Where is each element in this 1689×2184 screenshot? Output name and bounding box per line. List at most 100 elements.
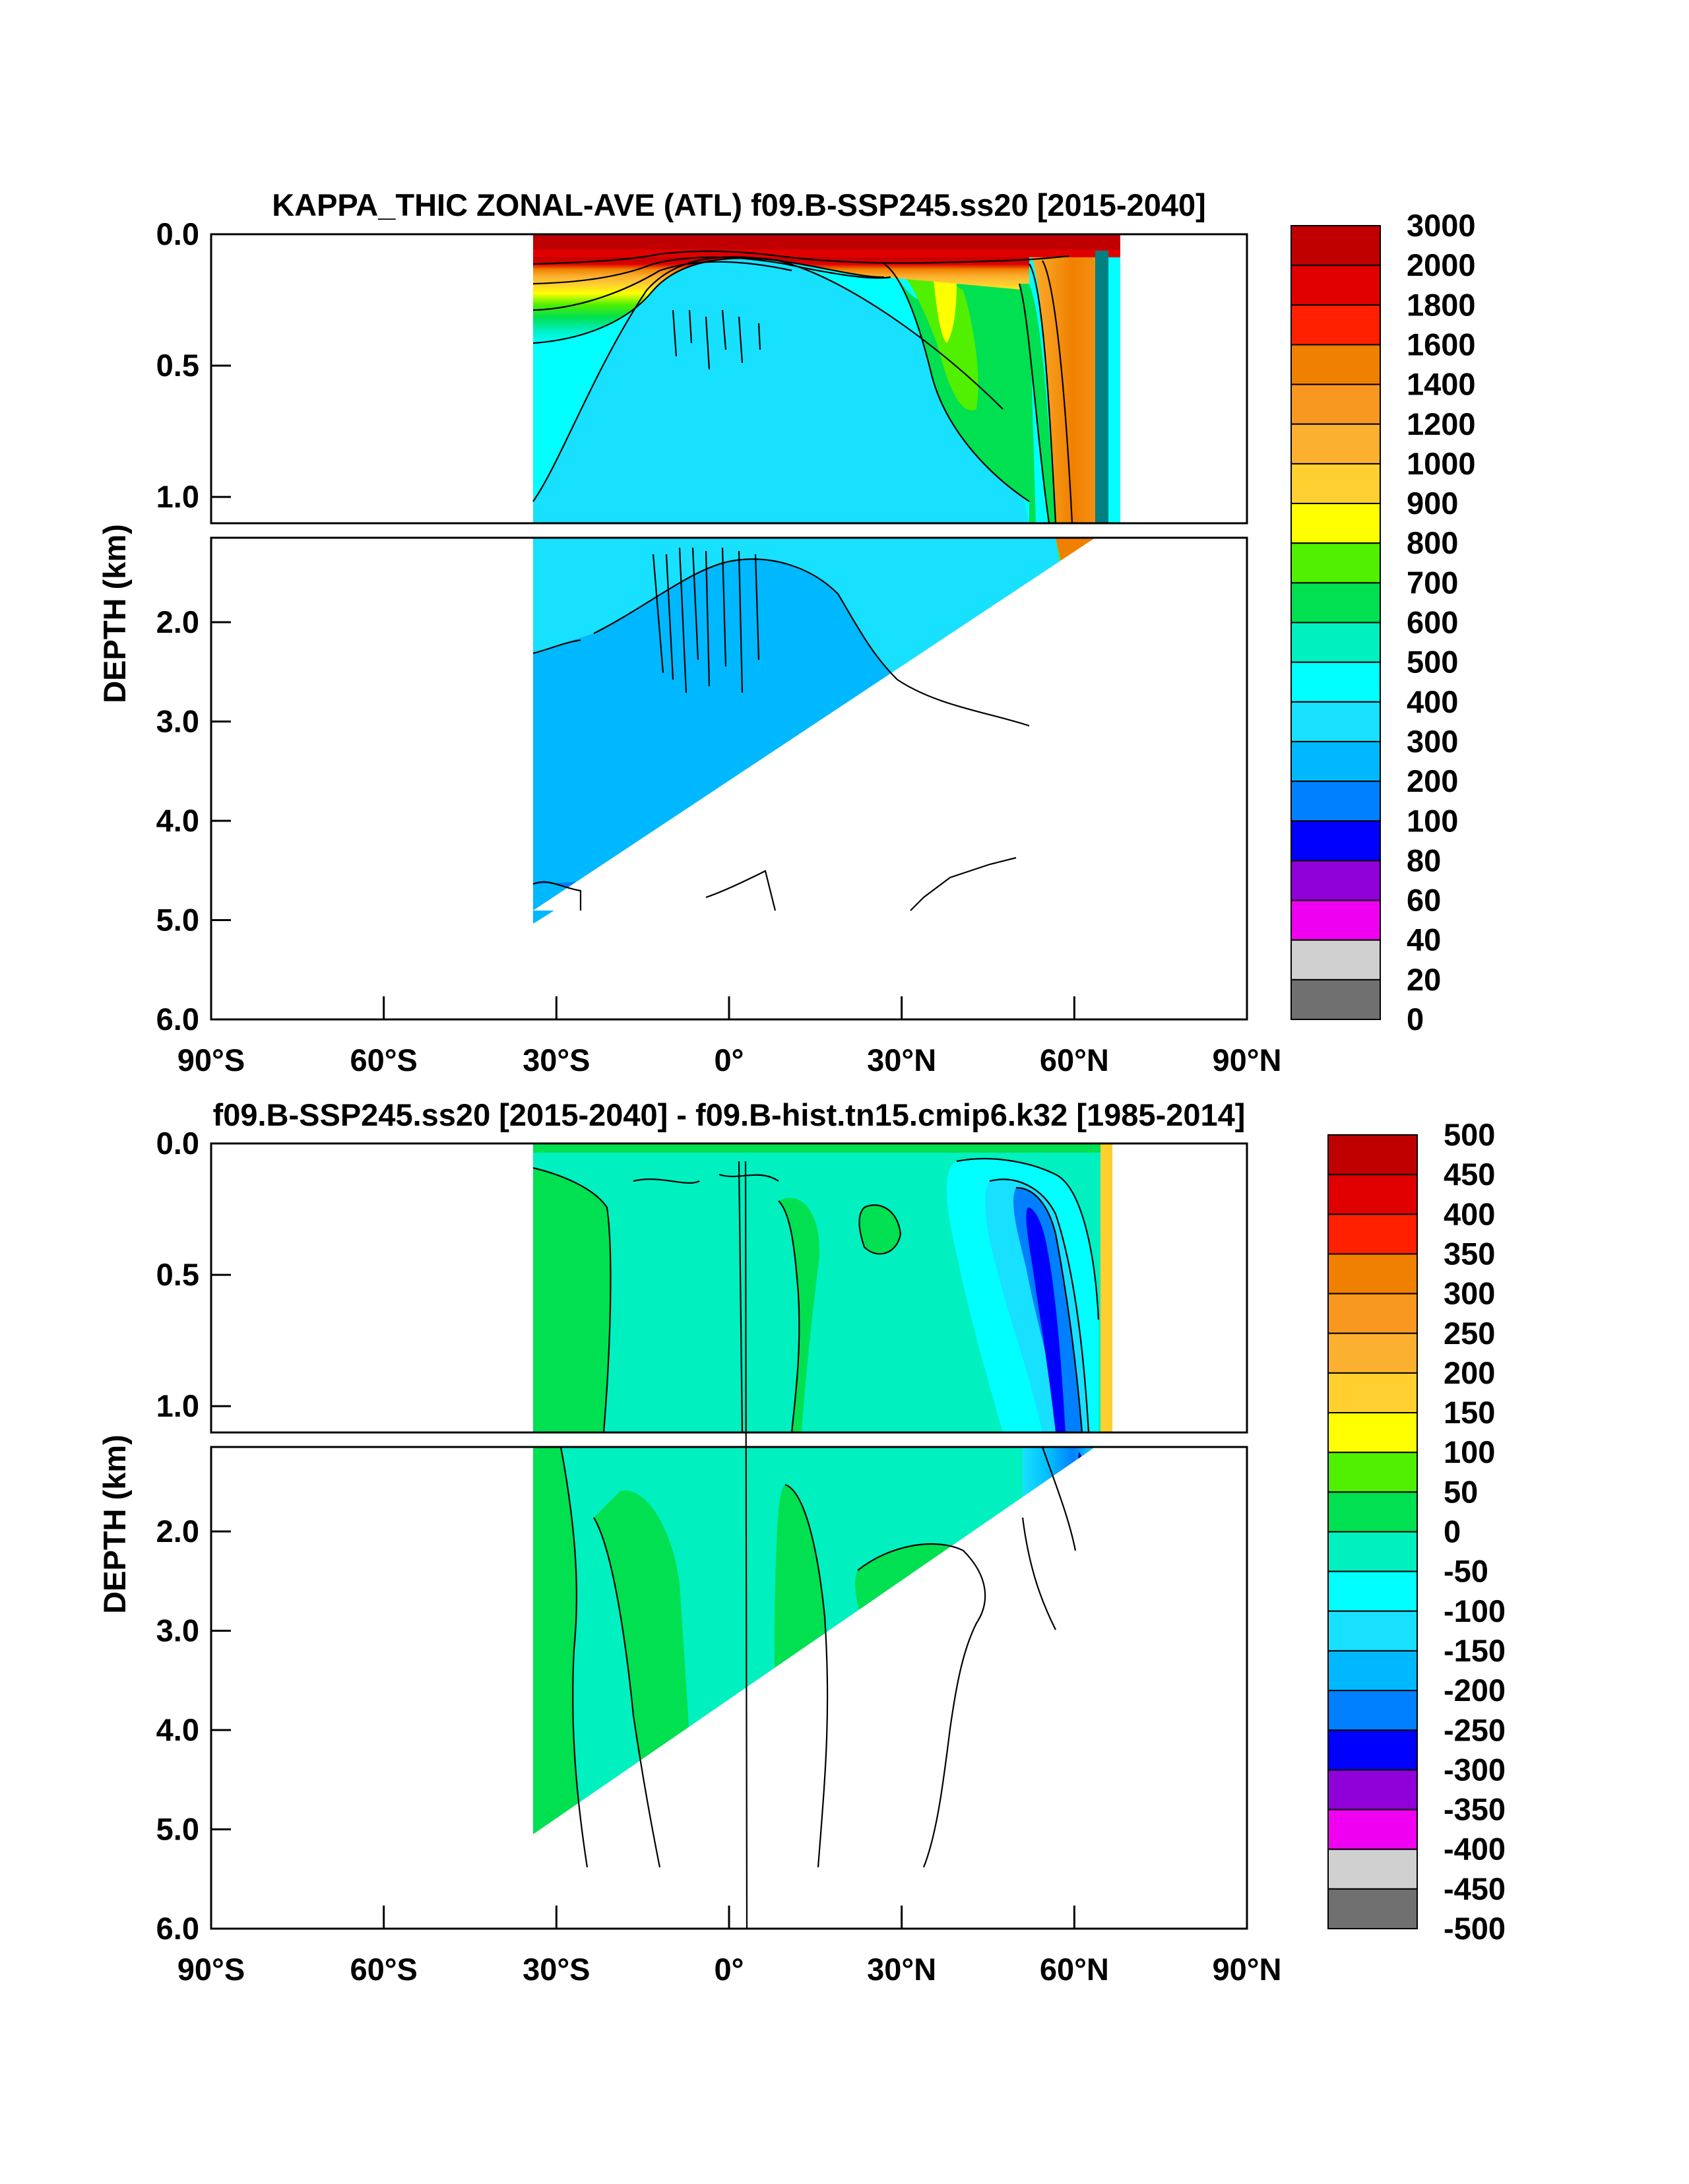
x-tick-label: 0° <box>715 1043 744 1077</box>
y-tick-label: 2.0 <box>156 604 199 639</box>
colorbar-swatch <box>1291 820 1381 862</box>
x-tick-label: 90°N <box>1212 1952 1281 1987</box>
colorbar-label: 600 <box>1407 605 1458 640</box>
x-tick-label: 30°S <box>523 1952 590 1987</box>
colorbar-swatch <box>1327 1570 1418 1612</box>
colorbar-label: 300 <box>1407 724 1458 759</box>
y-tick-label: 1.0 <box>156 479 199 514</box>
x-tick-label: 60°N <box>1040 1043 1109 1077</box>
colorbar-label: 400 <box>1444 1196 1495 1231</box>
colorbar-label: -100 <box>1444 1593 1506 1628</box>
colorbar-label: 0 <box>1444 1514 1461 1549</box>
field-positive-lower-1 <box>533 1447 587 1867</box>
field-subpolar-orange <box>1029 251 1108 523</box>
colorbar-swatch <box>1291 265 1381 306</box>
y-axis-label: DEPTH (km) <box>97 1434 132 1614</box>
colorbar-label: -200 <box>1444 1673 1506 1708</box>
colorbar-label: 0 <box>1407 1002 1424 1037</box>
colorbar-swatch <box>1291 383 1381 425</box>
colorbar-label: 900 <box>1407 486 1458 521</box>
colorbar-label: -250 <box>1444 1712 1506 1747</box>
colorbar-label: 200 <box>1444 1355 1495 1390</box>
y-tick-label: 2.0 <box>156 1514 199 1549</box>
colorbar-swatch <box>1327 1491 1418 1533</box>
colorbar-label: -450 <box>1444 1871 1506 1906</box>
colorbar-swatch <box>1291 979 1381 1020</box>
colorbar-swatch <box>1327 1452 1418 1493</box>
colorbar-swatch <box>1291 740 1381 783</box>
colorbar-label: 800 <box>1407 525 1458 560</box>
field-north-edge <box>1100 1143 1112 1432</box>
x-tick-label: 90°S <box>177 1952 245 1987</box>
x-tick-label: 30°N <box>867 1952 936 1987</box>
colorbar-swatch <box>1291 701 1381 742</box>
colorbar-swatch <box>1327 1769 1418 1811</box>
field-negative-sp-4 <box>1026 1207 1066 1432</box>
colorbar-swatch <box>1291 225 1381 267</box>
colorbar-label: 20 <box>1407 962 1441 997</box>
panel-title: f09.B-SSP245.ss20 [2015-2040] - f09.B-hi… <box>213 1097 1246 1132</box>
colorbar-swatch <box>1327 1372 1418 1414</box>
y-axis-label: DEPTH (km) <box>97 524 132 703</box>
field-intermediate <box>533 257 1029 523</box>
colorbar-label: -150 <box>1444 1633 1506 1668</box>
colorbar-swatch <box>1327 1412 1418 1454</box>
colorbar-label: 1400 <box>1407 367 1476 402</box>
colorbar-label: 2000 <box>1407 247 1476 282</box>
y-tick-label: 1.0 <box>156 1388 199 1423</box>
colorbar-label: 500 <box>1444 1117 1495 1152</box>
colorbar-label: 1600 <box>1407 327 1476 362</box>
y-tick-label: 6.0 <box>156 1911 199 1946</box>
topography-mask-lower <box>211 1447 1122 1929</box>
colorbar-label: -400 <box>1444 1832 1506 1867</box>
x-tick-label: 90°N <box>1212 1043 1281 1077</box>
y-tick-label: 3.0 <box>156 703 199 738</box>
colorbar-swatch <box>1291 860 1381 901</box>
colorbar-label: 350 <box>1444 1236 1495 1271</box>
contour-lines <box>532 1158 1100 1929</box>
colorbar-swatch <box>1327 1650 1418 1692</box>
colorbar: 3000200018001600140012001000900800700600… <box>1291 208 1476 1037</box>
colorbar-swatch <box>1291 939 1381 980</box>
colorbar-swatch <box>1327 1610 1418 1652</box>
contour-lines <box>532 250 1073 911</box>
colorbar-swatch <box>1327 1174 1418 1215</box>
y-tick-label: 4.0 <box>156 1712 199 1747</box>
colorbar-swatch <box>1291 503 1381 544</box>
field-subpolar-green <box>1019 284 1056 523</box>
colorbar-label: 1800 <box>1407 287 1476 322</box>
axes: 90°S 60°S 30°S 0° 30°N 60°N 90°N 0.0 0.5 1.0 2.0 3.… <box>156 1126 1282 1987</box>
colorbar-swatch <box>1291 542 1381 584</box>
y-tick-label: 0.0 <box>156 216 199 251</box>
colorbar-swatch <box>1327 1888 1418 1930</box>
colorbar-swatch <box>1291 781 1381 822</box>
field-surface-band-2 <box>533 249 1120 257</box>
field-positive-mid <box>779 1198 819 1432</box>
colorbar-label: 40 <box>1407 922 1441 957</box>
upper-frame <box>210 1142 1248 1434</box>
field-na-yellow <box>934 280 957 343</box>
colorbar-swatch <box>1291 423 1381 465</box>
field-surface-green <box>533 1143 1120 1153</box>
colorbar-label: 700 <box>1407 565 1458 600</box>
x-tick-label: 60°S <box>350 1952 417 1987</box>
field-positive-patch <box>859 1205 901 1254</box>
colorbar-label: 450 <box>1444 1157 1495 1192</box>
colorbar-swatch <box>1327 1134 1418 1176</box>
colorbar-label: 150 <box>1444 1395 1495 1430</box>
colorbar-swatch <box>1327 1213 1418 1255</box>
y-tick-label: 0.0 <box>156 1126 199 1161</box>
lower-field <box>211 538 1122 1019</box>
axes: 90°S 60°S 30°S 0° 30°N 60°N 90°N 0.0 0.5 1.0 2.0 3.… <box>156 216 1282 1077</box>
field-north-edge <box>1095 251 1108 523</box>
colorbar-label: 100 <box>1444 1434 1495 1469</box>
colorbar-swatch <box>1291 899 1381 941</box>
topography-mask <box>211 538 1122 1019</box>
colorbar-label: 250 <box>1444 1316 1495 1351</box>
x-tick-label: 0° <box>715 1952 744 1987</box>
colorbar-swatch <box>1327 1332 1418 1374</box>
y-tick-label: 3.0 <box>156 1613 199 1648</box>
y-tick-label: 5.0 <box>156 902 199 937</box>
y-tick-label: 6.0 <box>156 1002 199 1037</box>
